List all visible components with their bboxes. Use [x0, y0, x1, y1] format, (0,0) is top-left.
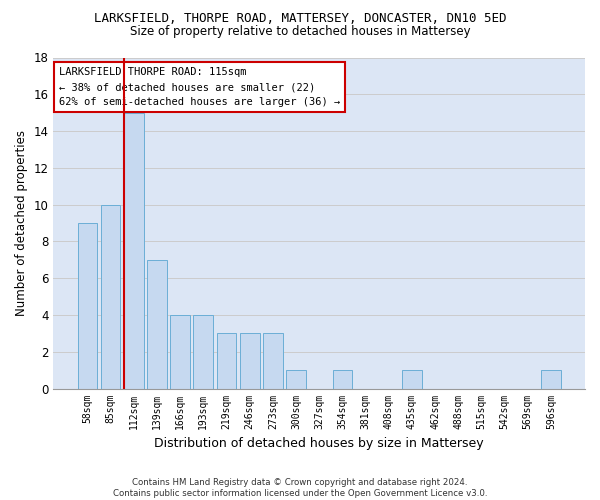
Y-axis label: Number of detached properties: Number of detached properties — [15, 130, 28, 316]
X-axis label: Distribution of detached houses by size in Mattersey: Distribution of detached houses by size … — [154, 437, 484, 450]
Bar — [101, 204, 121, 388]
Text: LARKSFIELD, THORPE ROAD, MATTERSEY, DONCASTER, DN10 5ED: LARKSFIELD, THORPE ROAD, MATTERSEY, DONC… — [94, 12, 506, 26]
Bar — [170, 315, 190, 388]
Text: LARKSFIELD THORPE ROAD: 115sqm
← 38% of detached houses are smaller (22)
62% of : LARKSFIELD THORPE ROAD: 115sqm ← 38% of … — [59, 68, 340, 107]
Bar — [332, 370, 352, 388]
Text: Size of property relative to detached houses in Mattersey: Size of property relative to detached ho… — [130, 25, 470, 38]
Bar — [286, 370, 306, 388]
Bar — [217, 334, 236, 388]
Text: Contains HM Land Registry data © Crown copyright and database right 2024.
Contai: Contains HM Land Registry data © Crown c… — [113, 478, 487, 498]
Bar — [541, 370, 561, 388]
Bar — [240, 334, 260, 388]
Bar — [147, 260, 167, 388]
Bar — [402, 370, 422, 388]
Bar — [77, 223, 97, 388]
Bar — [263, 334, 283, 388]
Bar — [193, 315, 213, 388]
Bar — [124, 112, 143, 388]
